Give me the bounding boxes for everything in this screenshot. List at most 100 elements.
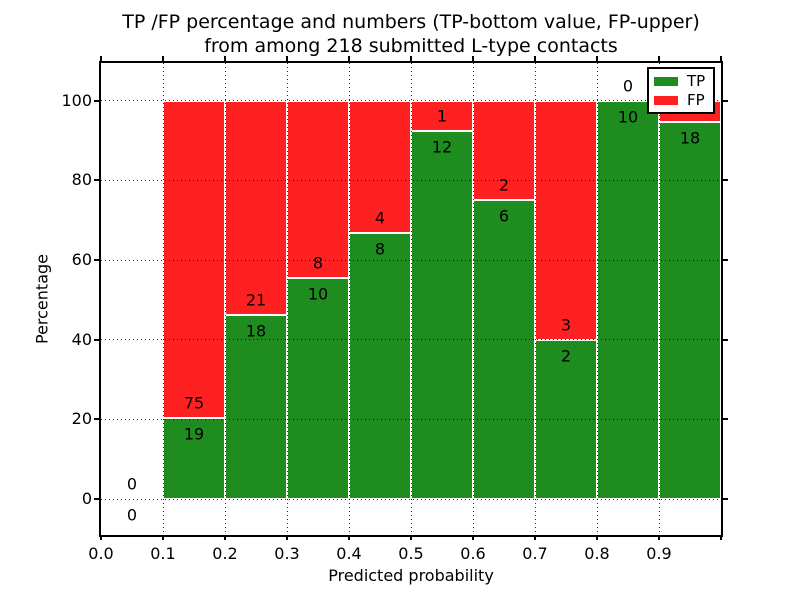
x-tick-mark-bottom [286, 535, 288, 540]
fp-legend-swatch [654, 96, 678, 105]
x-axis-label: Predicted probability [328, 566, 494, 585]
y-tick-mark-right [723, 418, 728, 421]
fp-count-label: 21 [245, 290, 267, 310]
y-tick-mark-left [94, 179, 99, 182]
x-tick-mark-top [286, 56, 288, 61]
tp-bar-segment [349, 233, 411, 499]
tp-count-label: 0 [126, 505, 138, 525]
x-tick-label: 0.7 [522, 544, 548, 563]
tp-count-label: 18 [679, 128, 701, 148]
y-tick-label: 20 [71, 409, 92, 429]
y-tick-mark-left [94, 259, 99, 261]
tp-legend-swatch [654, 77, 678, 86]
chart-title: TP /FP percentage and numbers (TP-bottom… [101, 10, 721, 58]
x-tick-mark-bottom [224, 535, 226, 540]
fp-count-label: 1 [436, 106, 448, 126]
tp-count-label: 10 [307, 284, 329, 304]
x-tick-mark-bottom [596, 535, 598, 540]
y-tick-label: 60 [71, 250, 92, 269]
y-tick-mark-right [723, 338, 728, 341]
fp-count-label: 0 [126, 474, 138, 494]
x-tick-mark-top [596, 56, 598, 61]
legend-item-tp: TP [649, 72, 713, 91]
fp-count-label: 75 [183, 393, 205, 413]
fp-count-label: 3 [560, 315, 572, 335]
tp-count-label: 18 [245, 321, 267, 341]
x-tick-mark-bottom [100, 535, 102, 540]
tp-bar-segment [225, 315, 287, 499]
fp-count-label: 2 [498, 175, 510, 195]
tp-count-label: 19 [183, 424, 205, 444]
y-tick-label: 0 [81, 489, 92, 508]
vertical-gridline [410, 63, 412, 535]
fp-bar-segment [287, 100, 349, 278]
x-tick-mark-bottom [534, 535, 536, 540]
vertical-gridline [596, 63, 598, 535]
x-tick-label: 0.2 [212, 544, 238, 563]
tp-count-label: 8 [374, 239, 386, 259]
tp-bar-segment [411, 131, 473, 499]
legend-item-fp: FP [649, 91, 713, 110]
x-tick-label: 0.0 [88, 544, 114, 563]
x-tick-label: 0.9 [646, 544, 672, 563]
tp-count-label: 2 [560, 346, 572, 366]
x-tick-label: 0.4 [336, 544, 362, 563]
y-tick-mark-left [94, 99, 99, 102]
tp-count-label: 6 [498, 206, 510, 226]
fp-bar-segment [225, 100, 287, 316]
vertical-gridline [534, 63, 536, 535]
tp-bar-segment [659, 121, 721, 499]
x-tick-mark-top [720, 56, 722, 61]
x-tick-mark-top [534, 56, 536, 61]
x-tick-mark-top [224, 56, 226, 61]
y-tick-mark-right [723, 179, 728, 182]
y-tick-label: 100 [61, 90, 92, 110]
x-tick-mark-top [658, 56, 660, 61]
x-tick-label: 0.6 [460, 544, 486, 563]
y-tick-label: 80 [71, 170, 92, 190]
tp-count-label: 12 [431, 137, 453, 157]
x-tick-mark-top [162, 56, 164, 61]
y-tick-mark-left [94, 418, 99, 421]
x-tick-label: 0.3 [274, 544, 300, 563]
x-tick-mark-top [100, 56, 102, 61]
fp-count-label: 8 [312, 253, 324, 273]
y-tick-mark-right [723, 259, 728, 261]
x-tick-mark-top [348, 56, 350, 61]
tp-bar-segment [473, 200, 535, 499]
fp-count-label: 4 [374, 208, 386, 228]
y-tick-mark-right [723, 498, 728, 500]
fp-count-label: 0 [622, 76, 634, 96]
x-tick-mark-top [410, 56, 412, 61]
tp-bar-segment [287, 277, 349, 499]
x-tick-label: 0.5 [398, 544, 424, 563]
vertical-gridline [286, 63, 288, 535]
vertical-gridline [472, 63, 474, 535]
y-tick-mark-left [94, 498, 99, 500]
tp-count-label: 10 [617, 107, 639, 127]
x-tick-mark-bottom [720, 535, 722, 540]
vertical-gridline [348, 63, 350, 535]
y-tick-label: 40 [71, 329, 92, 349]
x-tick-mark-bottom [162, 535, 164, 540]
fp-legend-label: FP [687, 91, 705, 109]
x-tick-mark-bottom [472, 535, 474, 540]
x-tick-mark-bottom [348, 535, 350, 540]
fp-bar-segment [535, 100, 597, 340]
vertical-gridline [658, 63, 660, 535]
tp-legend-label: TP [687, 72, 706, 90]
chart-title-line2: from among 218 submitted L-type contacts [204, 35, 618, 57]
tp-bar-segment [597, 100, 659, 499]
vertical-gridline [162, 63, 164, 535]
y-tick-mark-left [94, 338, 99, 341]
legend: TP FP [647, 67, 715, 114]
x-tick-label: 0.8 [584, 544, 610, 563]
x-tick-mark-bottom [410, 535, 412, 540]
y-tick-mark-right [723, 99, 728, 102]
plot-area: 0075192118810481122632010118 [99, 61, 723, 537]
vertical-gridline [224, 63, 226, 535]
chart-title-line1: TP /FP percentage and numbers (TP-bottom… [122, 11, 700, 33]
x-tick-label: 0.1 [150, 544, 176, 563]
x-tick-mark-top [472, 56, 474, 61]
